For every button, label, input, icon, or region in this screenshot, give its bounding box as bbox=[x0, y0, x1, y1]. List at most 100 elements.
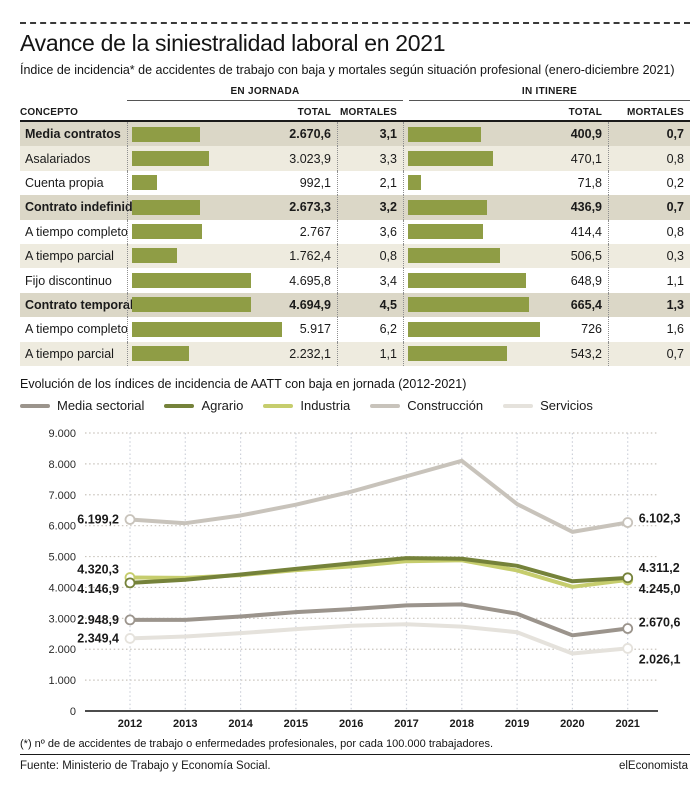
series-endpoint-marker bbox=[622, 517, 634, 528]
col-header-jornada-total: TOTAL bbox=[297, 107, 331, 118]
series-endpoint-marker bbox=[622, 643, 634, 654]
y-axis-tick-label: 0 bbox=[70, 706, 76, 718]
legend-item-servicios: Servicios bbox=[503, 398, 593, 413]
row-concepto-label: A tiempo completo bbox=[25, 224, 128, 239]
series-endpoint-marker bbox=[622, 623, 634, 634]
jornada-total-value: 1.762,4 bbox=[289, 249, 331, 264]
jornada-total-value: 3.023,9 bbox=[289, 151, 331, 166]
footer-divider bbox=[20, 754, 690, 755]
y-axis-tick-label: 7.000 bbox=[48, 490, 76, 502]
y-axis-tick-label: 4.000 bbox=[48, 582, 76, 594]
row-concepto-label: A tiempo parcial bbox=[25, 249, 114, 264]
itinere-total-bar bbox=[408, 297, 529, 313]
jornada-total-value: 2.673,3 bbox=[289, 200, 331, 215]
callout-label: 6.199,2 bbox=[77, 513, 119, 527]
y-axis-tick-label: 1.000 bbox=[48, 675, 76, 687]
x-axis-year-label: 2019 bbox=[505, 718, 529, 730]
itinere-total-bar bbox=[408, 248, 501, 264]
series-line-servicios bbox=[128, 622, 630, 656]
itinere-mortales-value: 0,8 bbox=[666, 224, 684, 239]
col-header-concepto: CONCEPTO bbox=[20, 107, 79, 118]
page-subtitle: Índice de incidencia* de accidentes de t… bbox=[20, 63, 675, 77]
jornada-total-value: 992,1 bbox=[299, 175, 331, 190]
itinere-total-value: 726 bbox=[581, 322, 602, 337]
y-axis-tick-label: 5.000 bbox=[48, 552, 76, 564]
group-header-en-jornada: EN JORNADA bbox=[127, 86, 403, 101]
itinere-total-value: 543,2 bbox=[570, 346, 602, 361]
itinere-total-value: 665,4 bbox=[570, 297, 602, 312]
series-line-media-sectorial bbox=[128, 602, 630, 638]
itinere-mortales-value: 0,7 bbox=[666, 346, 684, 361]
callout-label: 4.146,9 bbox=[77, 582, 119, 596]
jornada-mortales-value: 4,5 bbox=[379, 297, 397, 312]
jornada-total-bar bbox=[132, 297, 252, 313]
series-endpoint-marker bbox=[124, 633, 136, 644]
jornada-total-bar bbox=[132, 175, 158, 191]
x-axis-year-label: 2020 bbox=[560, 718, 584, 730]
callout-label: 2.670,6 bbox=[639, 616, 681, 630]
jornada-mortales-value: 3,3 bbox=[379, 151, 397, 166]
row-concepto-label: Media contratos bbox=[25, 127, 121, 142]
itinere-mortales-value: 0,3 bbox=[666, 249, 684, 264]
itinere-mortales-value: 1,3 bbox=[666, 297, 684, 312]
callout-label: 6.102,3 bbox=[639, 512, 681, 526]
chart-legend: Media sectorial Agrario Industria Construcc… bbox=[20, 398, 593, 413]
table-column-header-row: CONCEPTO TOTAL MORTALES TOTAL MORTALES bbox=[20, 103, 690, 122]
legend-label: Construcción bbox=[407, 398, 484, 413]
legend-label: Media sectorial bbox=[57, 398, 145, 413]
jornada-mortales-value: 1,1 bbox=[379, 346, 397, 361]
legend-item-construcci-n: Construcción bbox=[370, 398, 483, 413]
series-line-construcci-n bbox=[128, 458, 630, 534]
itinere-mortales-value: 1,1 bbox=[666, 273, 684, 288]
legend-swatch bbox=[20, 403, 50, 408]
x-axis-year-label: 2016 bbox=[339, 718, 363, 730]
table-group-header-row: EN JORNADA IN ITINERE bbox=[20, 86, 690, 101]
itinere-total-bar bbox=[408, 150, 494, 166]
jornada-mortales-value: 3,6 bbox=[379, 224, 397, 239]
itinere-total-bar bbox=[408, 321, 540, 337]
itinere-total-value: 71,8 bbox=[577, 175, 602, 190]
callout-label: 2.349,4 bbox=[77, 631, 119, 645]
itinere-total-bar bbox=[408, 272, 526, 288]
x-axis-year-label: 2013 bbox=[173, 718, 197, 730]
legend-item-media-sectorial: Media sectorial bbox=[20, 398, 144, 413]
row-concepto-label: A tiempo completo bbox=[25, 322, 128, 337]
jornada-total-value: 4.695,8 bbox=[289, 273, 331, 288]
incidence-table: EN JORNADA IN ITINERE CONCEPTO TOTAL MOR… bbox=[20, 86, 690, 366]
legend-swatch bbox=[263, 403, 294, 408]
legend-item-agrario: Agrario bbox=[164, 398, 243, 413]
chart-title: Evolución de los índices de incidencia d… bbox=[20, 377, 467, 391]
y-axis-tick-label: 6.000 bbox=[48, 521, 76, 533]
jornada-total-bar bbox=[132, 199, 200, 215]
itinere-mortales-value: 0,7 bbox=[666, 127, 684, 142]
x-axis-year-label: 2017 bbox=[394, 718, 418, 730]
source-credit: Fuente: Ministerio de Trabajo y Economía… bbox=[20, 760, 271, 772]
jornada-total-bar bbox=[132, 272, 252, 288]
table-row: Contrato temporal 4.694,9 4,5 665,4 1,3 bbox=[20, 292, 690, 318]
jornada-mortales-value: 3,4 bbox=[379, 273, 397, 288]
table-row: A tiempo completo 5.917 6,2 726 1,6 bbox=[20, 317, 690, 342]
jornada-total-value: 2.232,1 bbox=[289, 346, 331, 361]
y-axis-tick-label: 3.000 bbox=[48, 613, 76, 625]
itinere-total-bar bbox=[408, 346, 507, 362]
jornada-total-value: 2.670,6 bbox=[289, 127, 331, 142]
x-axis-year-label: 2015 bbox=[284, 718, 308, 730]
itinere-total-value: 470,1 bbox=[570, 151, 602, 166]
jornada-total-bar bbox=[132, 248, 177, 264]
itinere-mortales-value: 0,8 bbox=[666, 151, 684, 166]
x-axis-year-label: 2014 bbox=[228, 718, 253, 730]
page-title: Avance de la siniestralidad laboral en 2… bbox=[20, 30, 446, 56]
legend-label: Servicios bbox=[540, 398, 593, 413]
callout-label: 2.948,9 bbox=[77, 613, 119, 627]
top-divider bbox=[20, 22, 690, 24]
jornada-mortales-value: 3,1 bbox=[379, 127, 397, 142]
row-concepto-label: Asalariados bbox=[25, 151, 91, 166]
row-concepto-label: Contrato indefinido bbox=[25, 200, 141, 215]
col-header-itinere-mortales: MORTALES bbox=[627, 107, 684, 118]
y-axis-tick-label: 2.000 bbox=[48, 644, 76, 656]
jornada-total-value: 2.767 bbox=[299, 224, 331, 239]
itinere-mortales-value: 0,7 bbox=[666, 200, 684, 215]
footnote: (*) nº de de accidentes de trabajo o enf… bbox=[20, 738, 494, 750]
itinere-total-value: 414,4 bbox=[570, 224, 602, 239]
